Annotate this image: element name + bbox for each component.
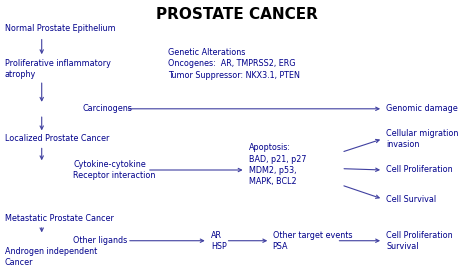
Text: Cell Survival: Cell Survival: [386, 195, 437, 205]
Text: Genomic damage: Genomic damage: [386, 104, 458, 113]
Text: Metastatic Prostate Cancer: Metastatic Prostate Cancer: [5, 214, 114, 224]
Text: Carcinogens: Carcinogens: [83, 104, 133, 113]
Text: Proliferative inflammatory
atrophy: Proliferative inflammatory atrophy: [5, 59, 110, 79]
Text: Normal Prostate Epithelium: Normal Prostate Epithelium: [5, 24, 115, 33]
Text: Localized Prostate Cancer: Localized Prostate Cancer: [5, 134, 109, 143]
Text: Cytokine-cytokine
Receptor interaction: Cytokine-cytokine Receptor interaction: [73, 160, 156, 180]
Text: Androgen independent
Cancer: Androgen independent Cancer: [5, 247, 97, 267]
Text: Other target events
PSA: Other target events PSA: [273, 231, 352, 251]
Text: AR
HSP: AR HSP: [211, 231, 227, 251]
Text: Cell Proliferation: Cell Proliferation: [386, 165, 453, 175]
Text: PROSTATE CANCER: PROSTATE CANCER: [156, 7, 318, 22]
Text: Other ligands: Other ligands: [73, 236, 128, 245]
Text: Genetic Alterations
Oncogenes:  AR, TMPRSS2, ERG
Tumor Suppressor: NKX3.1, PTEN: Genetic Alterations Oncogenes: AR, TMPRS…: [168, 48, 300, 79]
Text: Apoptosis:
BAD, p21, p27
MDM2, p53,
MAPK, BCL2: Apoptosis: BAD, p21, p27 MDM2, p53, MAPK…: [249, 143, 306, 186]
Text: Cell Proliferation
Survival: Cell Proliferation Survival: [386, 231, 453, 251]
Text: Cellular migration
invasion: Cellular migration invasion: [386, 129, 459, 149]
